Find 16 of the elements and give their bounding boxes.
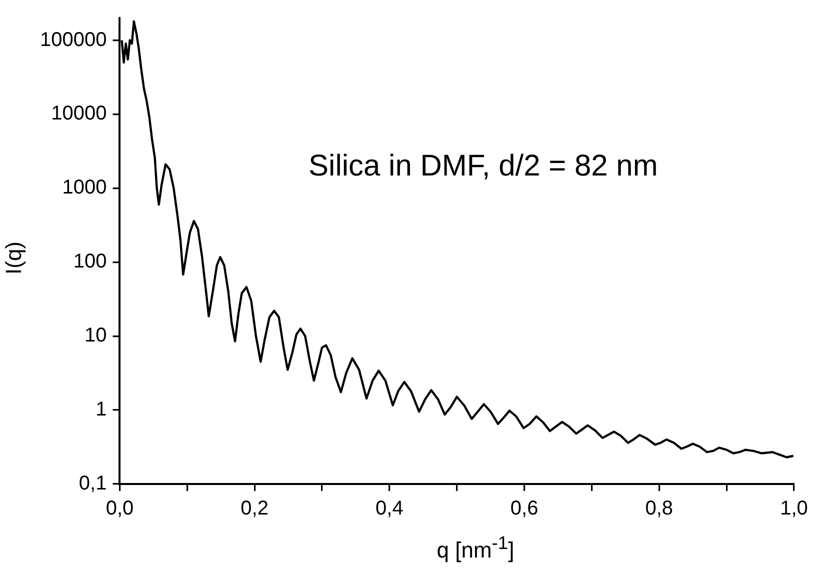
y-tick-label: 100000 xyxy=(40,28,107,51)
x-tick-label: 0,2 xyxy=(240,498,268,520)
y-tick-label: 0,1 xyxy=(78,472,107,495)
y-tick-label: 10000 xyxy=(51,102,107,125)
x-tick-label: 0,6 xyxy=(510,498,538,520)
y-axis-title: I(q) xyxy=(1,240,27,276)
x-tick-label: 0,8 xyxy=(645,498,674,520)
x-tick-label: 0,4 xyxy=(376,498,404,520)
x-axis-title: q [nm$^{-1}$] xyxy=(436,532,516,564)
annotation: Silica in DMF, d/2 = 82 nm xyxy=(308,149,658,182)
y-tick-label: 10 xyxy=(84,324,107,347)
x-tick-label: 1,0 xyxy=(780,498,808,520)
y-tick-label: 1 xyxy=(96,398,107,421)
x-tick-label: 0,0 xyxy=(106,498,134,520)
y-tick-label: 100 xyxy=(73,250,107,273)
y-tick-label: 1000 xyxy=(62,176,107,199)
